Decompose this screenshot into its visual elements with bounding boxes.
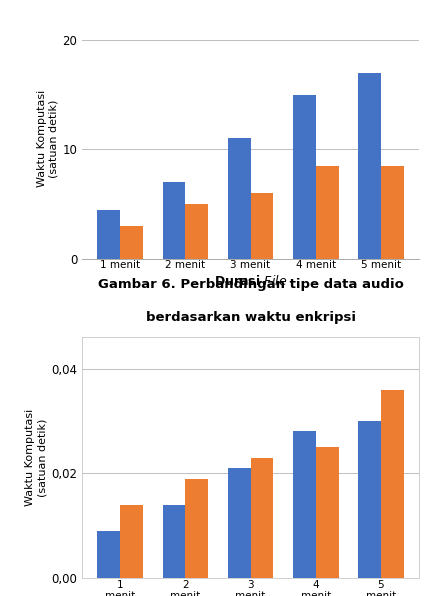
Bar — [293, 432, 316, 578]
Bar — [185, 204, 208, 259]
Bar — [251, 458, 273, 578]
Y-axis label: Waktu Komputasi
(satuan detik): Waktu Komputasi (satuan detik) — [25, 409, 47, 506]
Bar — [120, 226, 143, 259]
Bar — [228, 468, 251, 578]
Bar — [358, 73, 381, 259]
Bar — [316, 447, 339, 578]
Bar — [228, 138, 251, 259]
Bar — [316, 166, 339, 259]
Bar — [120, 505, 143, 578]
Bar — [251, 193, 273, 259]
Text: Gambar 6. Perbandingan tipe data audio: Gambar 6. Perbandingan tipe data audio — [98, 278, 403, 291]
Bar — [358, 421, 381, 578]
Bar — [185, 479, 208, 578]
Y-axis label: Waktu Komputasi
(satuan detik): Waktu Komputasi (satuan detik) — [37, 90, 58, 187]
Bar — [381, 390, 404, 578]
Legend: .mp3, .wav: .mp3, .wav — [191, 356, 310, 378]
Bar — [97, 210, 120, 259]
Bar — [381, 166, 404, 259]
Bar — [162, 182, 185, 259]
Bar — [97, 531, 120, 578]
Bar — [293, 95, 316, 259]
Text: berdasarkan waktu enkripsi: berdasarkan waktu enkripsi — [146, 311, 356, 324]
X-axis label: Durasi $\mathbf{\it{File}}$: Durasi $\mathbf{\it{File}}$ — [214, 274, 287, 288]
Bar — [162, 505, 185, 578]
